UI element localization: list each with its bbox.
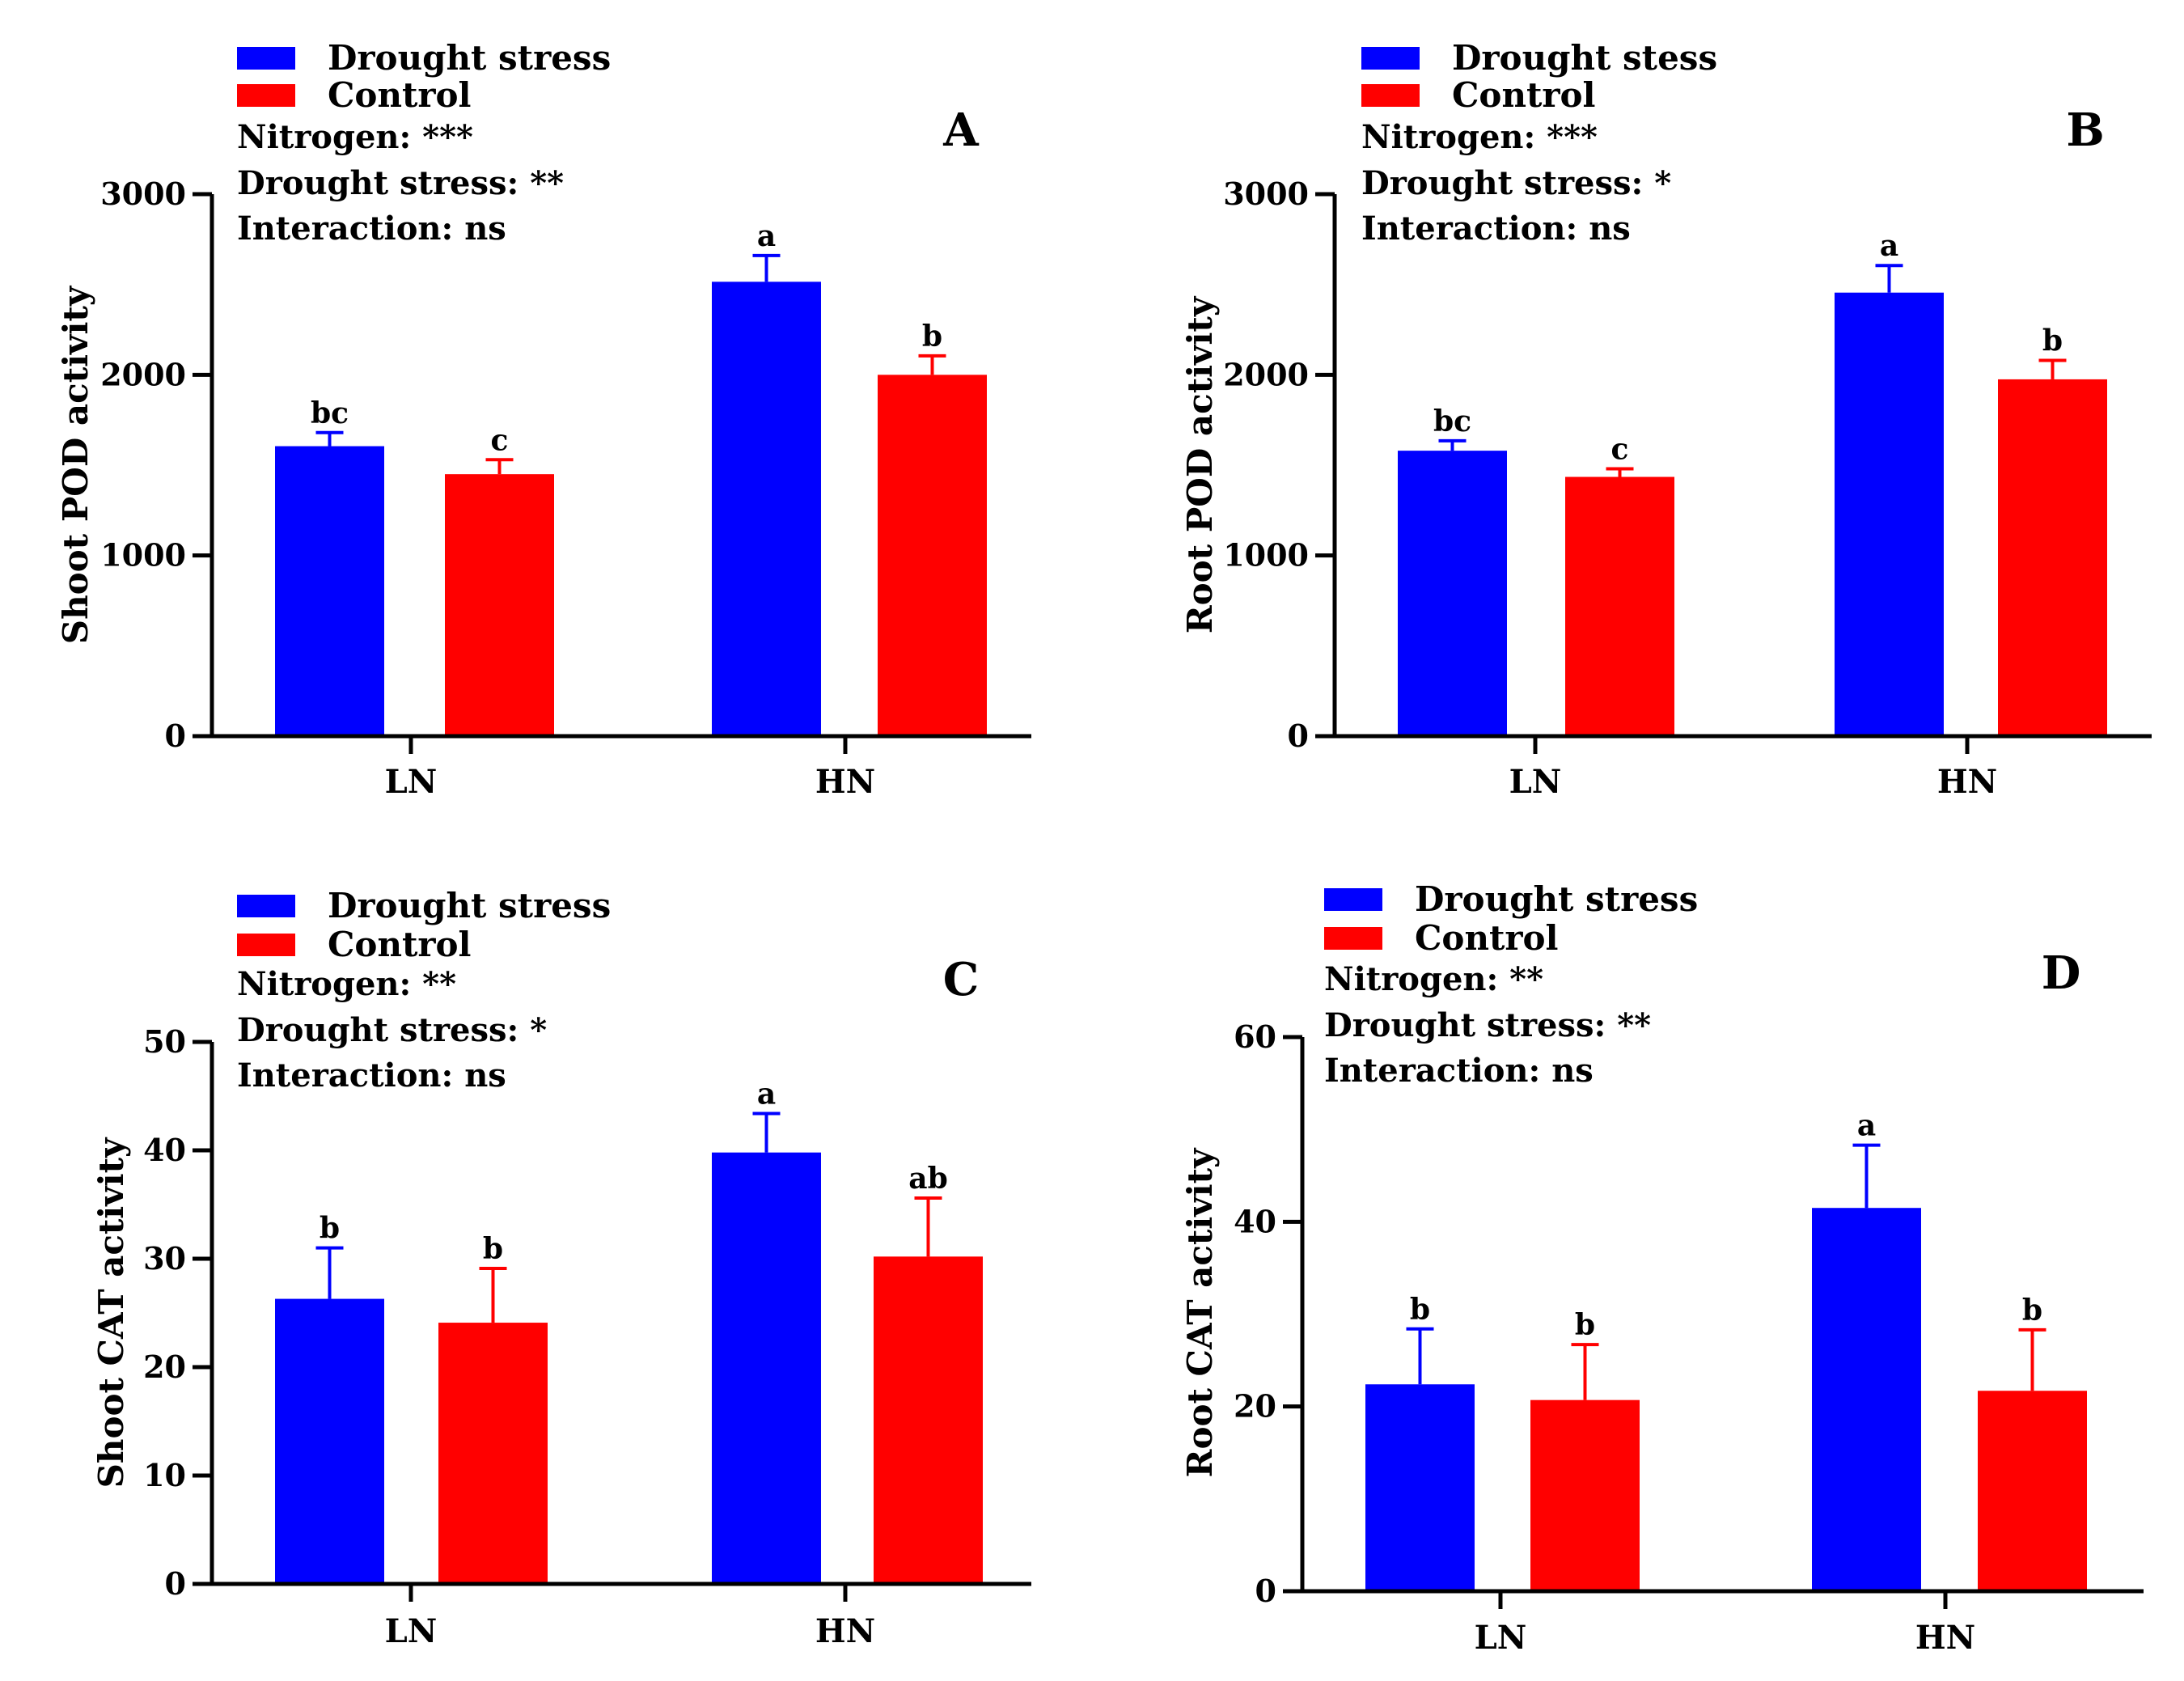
legend-swatch	[237, 934, 295, 956]
bar	[275, 446, 384, 736]
y-tick-label: 3000	[1223, 176, 1309, 212]
stats-annotation: Interaction: ns	[237, 1056, 506, 1095]
bar	[445, 474, 554, 736]
significance-letter: b	[1575, 1308, 1595, 1342]
panel-d: b a b b 0 20 40 60 LN HN Root CAT activity Drought …	[1180, 879, 2144, 1657]
legend-swatch	[237, 895, 295, 917]
y-tick-label: 2000	[100, 356, 186, 392]
bar	[1835, 292, 1944, 736]
significance-letter: c	[1611, 432, 1629, 466]
x-tick-label: LN	[1509, 763, 1562, 801]
stats-annotation: Interaction: ns	[1361, 210, 1631, 248]
panel-letter: D	[2042, 946, 2081, 1000]
legend-swatch	[1324, 888, 1382, 911]
y-axis-title: Root POD activity	[1180, 295, 1220, 633]
significance-letter: a	[1880, 229, 1898, 263]
y-tick-label: 60	[1234, 1018, 1276, 1055]
bar	[874, 1256, 983, 1584]
stats-annotation: Interaction: ns	[237, 210, 506, 248]
panel-letter: B	[2066, 104, 2104, 157]
significance-letter: ab	[908, 1162, 948, 1196]
stats-annotation: Nitrogen: ***	[237, 118, 473, 156]
significance-letter: b	[922, 320, 942, 354]
panel-letter: A	[942, 104, 980, 157]
y-tick-label: 40	[1234, 1203, 1276, 1239]
panel-b: bc a c b 0 1000 2000 3000 LN HN Root POD activity D…	[1180, 38, 2152, 801]
y-tick-label: 20	[1234, 1388, 1276, 1425]
stats-annotation: Drought stress: *	[1361, 164, 1671, 202]
legend-label: Control	[1452, 75, 1595, 115]
legend-swatch	[237, 47, 295, 70]
x-tick-label: HN	[815, 763, 875, 801]
bar	[1565, 476, 1674, 736]
legend-swatch	[1324, 927, 1382, 950]
y-axis-title: Shoot CAT activity	[91, 1137, 131, 1488]
significance-letter: a	[1857, 1109, 1876, 1143]
y-tick-label: 3000	[100, 176, 186, 212]
significance-letter: b	[2042, 324, 2063, 358]
x-tick-label: HN	[815, 1612, 875, 1650]
panel-letter: C	[943, 953, 980, 1006]
stats-annotation: Nitrogen: ***	[1361, 118, 1598, 156]
significance-letter: bc	[1433, 404, 1471, 438]
legend-label: Drought stress	[328, 886, 611, 925]
stats-annotation: Drought stress: *	[237, 1011, 547, 1049]
y-tick-label: 0	[1255, 1573, 1276, 1609]
y-tick-label: 2000	[1223, 356, 1309, 392]
x-tick-label: LN	[385, 763, 438, 801]
x-tick-label: HN	[1915, 1619, 1975, 1657]
stats-annotation: Drought stress: **	[237, 164, 564, 202]
bar	[275, 1298, 384, 1584]
legend-swatch	[1361, 47, 1420, 70]
y-tick-label: 1000	[1223, 537, 1309, 574]
x-tick-label: HN	[1937, 763, 1997, 801]
legend-swatch	[1361, 84, 1420, 107]
stats-annotation: Nitrogen: **	[237, 965, 456, 1003]
significance-letter: b	[320, 1212, 340, 1246]
legend-label: Control	[328, 75, 471, 115]
significance-letter: b	[483, 1232, 503, 1266]
significance-letter: b	[1410, 1293, 1430, 1327]
x-tick-label: LN	[1475, 1619, 1527, 1657]
stats-annotation: Drought stress: **	[1324, 1006, 1651, 1044]
y-tick-label: 0	[165, 1565, 186, 1602]
legend-label: Control	[328, 925, 471, 964]
y-tick-label: 1000	[100, 537, 186, 574]
bar	[1998, 379, 2107, 736]
stats-annotation: Interaction: ns	[1324, 1052, 1594, 1090]
y-tick-label: 40	[143, 1132, 186, 1168]
legend-label: Drought stress	[1415, 879, 1698, 919]
significance-letter: bc	[311, 396, 349, 430]
bar	[1365, 1384, 1475, 1591]
bar	[712, 1152, 821, 1584]
bar	[1978, 1391, 2087, 1591]
significance-letter: c	[491, 423, 509, 457]
y-tick-label: 0	[165, 718, 186, 754]
y-tick-label: 30	[143, 1240, 186, 1277]
y-axis-title: Shoot POD activity	[56, 285, 95, 644]
x-tick-label: LN	[385, 1612, 438, 1650]
bar	[878, 375, 987, 736]
significance-letter: a	[757, 219, 776, 253]
legend-label: Drought stess	[1452, 38, 1717, 78]
significance-letter: b	[2022, 1294, 2042, 1327]
y-tick-label: 0	[1288, 718, 1309, 754]
bar	[438, 1323, 548, 1584]
legend-label: Control	[1415, 918, 1558, 958]
y-tick-label: 50	[143, 1023, 186, 1060]
y-tick-label: 10	[143, 1457, 186, 1493]
legend-swatch	[237, 84, 295, 107]
bar	[1530, 1399, 1640, 1591]
stats-annotation: Nitrogen: **	[1324, 960, 1543, 998]
y-tick-label: 20	[143, 1349, 186, 1385]
bar	[1398, 451, 1507, 736]
significance-letter: a	[757, 1077, 776, 1111]
y-axis-title: Root CAT activity	[1180, 1147, 1220, 1477]
panel-a: bc a c b 0 1000 2000 3000 LN HN Shoot POD activity…	[56, 38, 1031, 801]
bar	[712, 282, 821, 737]
legend-label: Drought stress	[328, 38, 611, 78]
bar	[1812, 1208, 1921, 1591]
